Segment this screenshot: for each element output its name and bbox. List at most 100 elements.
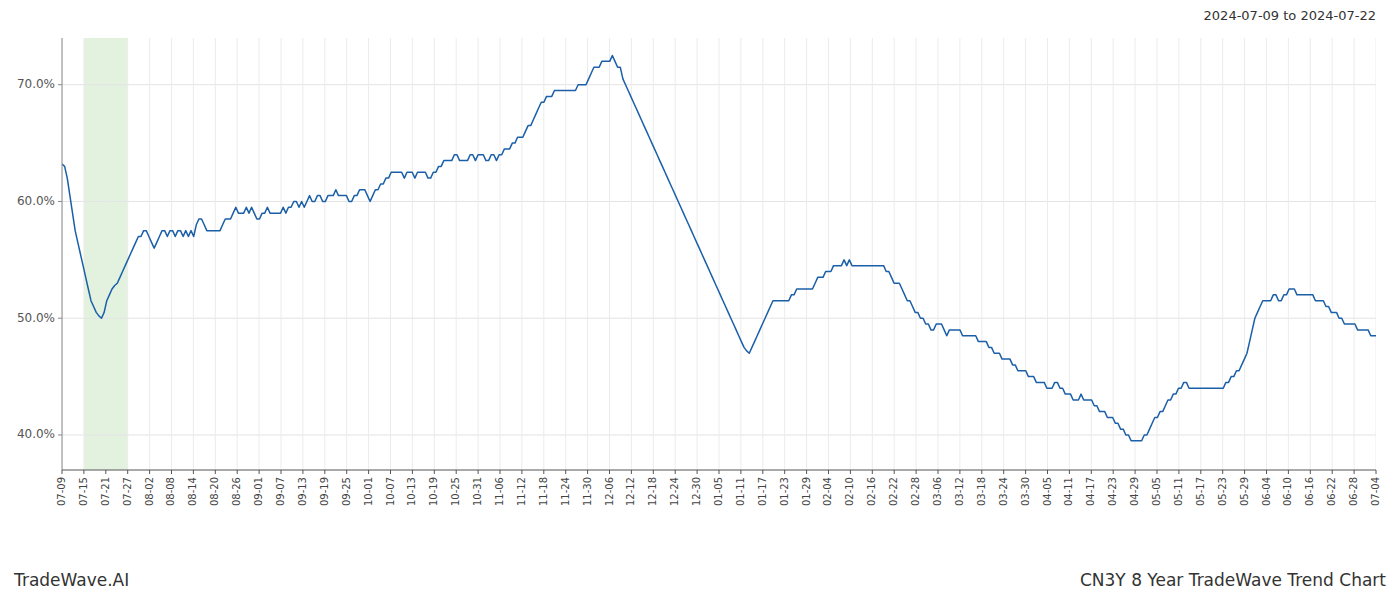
grid-line-x <box>259 38 260 470</box>
x-tick <box>675 470 676 474</box>
x-tick <box>478 470 479 474</box>
x-tick <box>653 470 654 474</box>
background <box>0 0 1400 600</box>
x-tick-label: 05-17 <box>1195 477 1206 506</box>
grid-line-x <box>762 38 763 470</box>
x-tick-label: 08-26 <box>231 477 242 506</box>
grid-line-x <box>938 38 939 470</box>
x-tick <box>959 470 960 474</box>
watermark: TradeWave.AI <box>13 570 129 590</box>
grid-line-x <box>368 38 369 470</box>
x-tick <box>83 470 84 474</box>
x-tick-label: 03-12 <box>954 477 965 506</box>
x-tick-label: 08-02 <box>144 477 155 506</box>
grid-line-x <box>894 38 895 470</box>
grid-line-x <box>565 38 566 470</box>
x-tick-label: 10-25 <box>450 477 461 506</box>
x-tick <box>740 470 741 474</box>
x-tick <box>105 470 106 474</box>
x-tick-label: 06-16 <box>1304 477 1315 506</box>
subtitle: 2024-07-09 to 2024-07-22 <box>1204 8 1376 23</box>
x-tick <box>215 470 216 474</box>
grid-line-x <box>1178 38 1179 470</box>
x-tick <box>171 470 172 474</box>
x-tick-label: 04-17 <box>1085 477 1096 506</box>
x-tick <box>149 470 150 474</box>
x-tick <box>784 470 785 474</box>
grid-line-x <box>346 38 347 470</box>
x-tick <box>521 470 522 474</box>
x-tick <box>1200 470 1201 474</box>
x-tick-label: 06-22 <box>1326 477 1337 506</box>
x-tick-label: 04-29 <box>1129 477 1140 506</box>
x-tick <box>390 470 391 474</box>
x-tick <box>412 470 413 474</box>
x-tick-label: 09-19 <box>319 477 330 506</box>
x-tick <box>434 470 435 474</box>
grid-line-x <box>62 38 63 470</box>
x-tick <box>302 470 303 474</box>
grid-line-x <box>916 38 917 470</box>
x-tick <box>981 470 982 474</box>
x-tick <box>368 470 369 474</box>
x-tick-label: 02-04 <box>822 477 833 506</box>
x-tick <box>193 470 194 474</box>
x-tick <box>1178 470 1179 474</box>
grid-line-x <box>105 38 106 470</box>
x-tick <box>697 470 698 474</box>
x-tick <box>1288 470 1289 474</box>
x-tick-label: 07-04 <box>1370 477 1381 506</box>
x-tick-label: 11-06 <box>494 477 505 506</box>
x-tick-label: 05-05 <box>1151 477 1162 506</box>
x-tick-label: 09-13 <box>297 477 308 506</box>
x-tick <box>1025 470 1026 474</box>
x-tick <box>828 470 829 474</box>
plot-area <box>62 38 1376 470</box>
y-axis-line <box>62 38 63 470</box>
grid-line-x <box>1266 38 1267 470</box>
x-tick-label: 04-05 <box>1042 477 1053 506</box>
grid-line-x <box>215 38 216 470</box>
x-tick-label: 11-24 <box>560 477 571 506</box>
grid-line-x <box>609 38 610 470</box>
x-tick <box>609 470 610 474</box>
grid-line-x <box>1288 38 1289 470</box>
grid-line-x <box>149 38 150 470</box>
x-tick-label: 12-06 <box>604 477 615 506</box>
grid-line-x <box>959 38 960 470</box>
x-tick-label: 08-20 <box>209 477 220 506</box>
x-tick <box>631 470 632 474</box>
x-tick-label: 12-12 <box>625 477 636 506</box>
grid-line-x <box>850 38 851 470</box>
x-tick-label: 03-30 <box>1020 477 1031 506</box>
grid-line-x <box>1025 38 1026 470</box>
x-tick <box>1003 470 1004 474</box>
x-tick-label: 02-28 <box>910 477 921 506</box>
x-tick-label: 09-01 <box>253 477 264 506</box>
x-tick <box>1069 470 1070 474</box>
grid-line-x <box>499 38 500 470</box>
title: CN3Y 8 Year TradeWave Trend Chart <box>1080 570 1386 590</box>
x-tick <box>565 470 566 474</box>
x-tick-label: 04-11 <box>1063 477 1074 506</box>
grid-line-x <box>434 38 435 470</box>
grid-line-x <box>171 38 172 470</box>
grid-line-x <box>631 38 632 470</box>
grid-line-x <box>412 38 413 470</box>
x-tick-label: 10-07 <box>385 477 396 506</box>
grid-line-x <box>1069 38 1070 470</box>
x-tick-label: 06-10 <box>1282 477 1293 506</box>
grid-line-x <box>872 38 873 470</box>
x-tick <box>1135 470 1136 474</box>
grid-line-x <box>478 38 479 470</box>
x-tick <box>1156 470 1157 474</box>
grid-line-x <box>281 38 282 470</box>
x-tick-label: 05-29 <box>1239 477 1250 506</box>
x-tick-label: 09-25 <box>341 477 352 506</box>
grid-line-x <box>456 38 457 470</box>
grid-line-x <box>302 38 303 470</box>
x-tick-label: 07-09 <box>56 477 67 506</box>
x-tick-label: 01-11 <box>735 477 746 506</box>
grid-line-x <box>1003 38 1004 470</box>
x-tick <box>324 470 325 474</box>
